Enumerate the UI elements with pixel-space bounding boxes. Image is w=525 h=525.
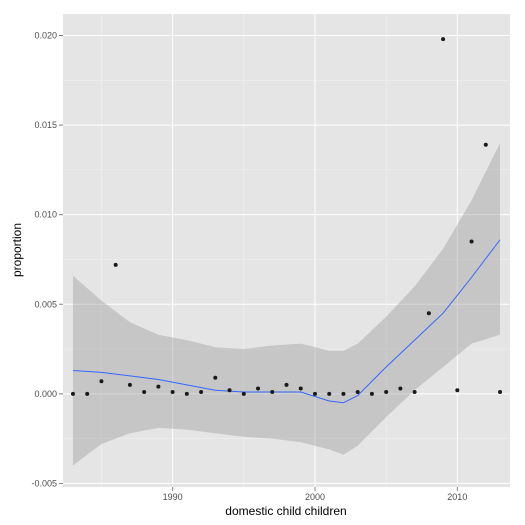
data-point xyxy=(327,391,332,396)
data-point xyxy=(184,391,189,396)
data-point xyxy=(441,37,446,42)
x-tick-label: 2000 xyxy=(305,492,325,502)
data-point xyxy=(70,391,75,396)
minor-gridlines xyxy=(63,14,510,487)
data-point xyxy=(199,390,204,395)
data-point xyxy=(99,379,104,384)
data-point xyxy=(369,391,374,396)
data-point xyxy=(341,391,346,396)
smooth-line xyxy=(72,239,501,404)
x-axis: 1990 2000 2010 xyxy=(163,487,467,502)
data-point xyxy=(170,390,175,395)
data-point xyxy=(227,388,232,393)
plot-panel xyxy=(63,14,510,487)
data-point xyxy=(127,382,132,387)
major-gridlines xyxy=(63,14,510,487)
data-point xyxy=(384,390,389,395)
data-point xyxy=(270,390,275,395)
data-point xyxy=(498,390,503,395)
data-point xyxy=(455,388,460,393)
data-point xyxy=(469,239,474,244)
y-tick-label: 0.005 xyxy=(34,299,57,309)
data-point xyxy=(256,386,261,391)
y-axis: -0.005 0.000 0.005 0.010 0.015 0.020 xyxy=(31,31,63,488)
data-point xyxy=(142,390,147,395)
confidence-ribbon xyxy=(72,143,501,466)
y-tick-label: 0.010 xyxy=(34,210,57,220)
y-axis-title: proportion xyxy=(10,223,24,277)
data-point xyxy=(355,390,360,395)
data-point xyxy=(284,382,289,387)
data-point xyxy=(312,391,317,396)
data-point xyxy=(156,384,161,389)
x-axis-title: domestic child children xyxy=(225,504,346,518)
data-point xyxy=(426,311,431,316)
data-point xyxy=(412,390,417,395)
data-point xyxy=(398,386,403,391)
data-point xyxy=(85,391,90,396)
y-tick-label: 0.015 xyxy=(34,120,57,130)
data-point xyxy=(213,375,218,380)
x-tick-label: 2010 xyxy=(447,492,467,502)
data-point xyxy=(113,262,118,267)
y-tick-label: 0.020 xyxy=(34,31,57,41)
data-points xyxy=(70,37,503,396)
data-point xyxy=(483,142,488,147)
y-tick-label: -0.005 xyxy=(31,478,57,488)
data-point xyxy=(298,386,303,391)
y-tick-label: 0.000 xyxy=(34,389,57,399)
x-tick-label: 1990 xyxy=(163,492,183,502)
data-point xyxy=(241,391,246,396)
